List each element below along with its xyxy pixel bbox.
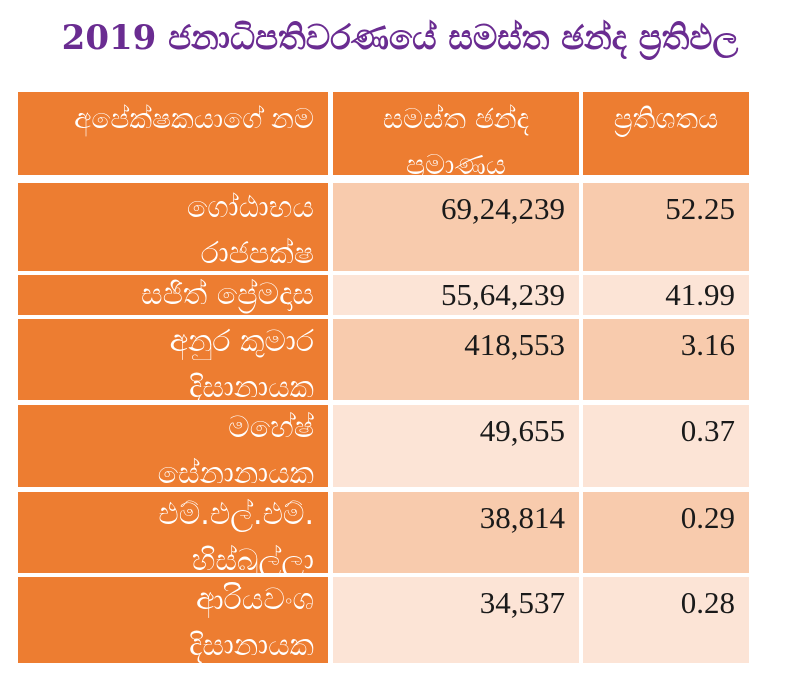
percent-value: 41.99 (665, 277, 735, 312)
votes-value: 34,537 (479, 585, 565, 620)
votes-value: 38,814 (479, 500, 565, 535)
header-percentage: ප්‍රතිශතය (583, 92, 749, 175)
votes-value: 49,655 (479, 413, 565, 448)
percent-value: 3.16 (680, 327, 735, 362)
percent-cell: 41.99 (583, 275, 749, 315)
candidate-name: අනුර කුමාර දිසානායක (169, 324, 314, 400)
header-total-votes: සමස්ත ඡන්ද ප්‍රමාණය (333, 92, 579, 175)
percent-cell: 52.25 (583, 183, 749, 271)
percent-cell: 0.28 (583, 577, 749, 663)
candidate-name: ආරියවංශ දිසානායක (189, 582, 314, 663)
header-percentage-text: ප්‍රතිශතය (613, 102, 719, 135)
percent-value: 0.28 (680, 585, 735, 620)
percent-value: 0.37 (680, 413, 735, 448)
percent-cell: 3.16 (583, 319, 749, 400)
candidate-name-cell: සජිත් ප්‍රේමදාස (18, 275, 328, 315)
header-candidate-name-text: අපේක්ෂකයාගේ නම (74, 102, 314, 135)
percent-value: 52.25 (665, 191, 735, 226)
votes-cell: 34,537 (333, 577, 579, 663)
votes-cell: 69,24,239 (333, 183, 579, 271)
votes-cell: 418,553 (333, 319, 579, 400)
votes-cell: 38,814 (333, 492, 579, 573)
candidate-name-cell: අනුර කුමාර දිසානායක (18, 319, 328, 400)
candidate-name-cell: එම්.එල්.එම්. හිස්බුල්ලා (18, 492, 328, 573)
header-candidate-name: අපේක්ෂකයාගේ නම (18, 92, 328, 175)
page-title: 2019 ජනාධිපතිවරණයේ සමස්ත ඡන්ද ප්‍රතිඵල (61, 18, 739, 58)
votes-value: 418,553 (464, 327, 565, 362)
percent-cell: 0.29 (583, 492, 749, 573)
header-total-votes-text: සමස්ත ඡන්ද ප්‍රමාණය (382, 102, 530, 175)
candidate-name: සජිත් ප්‍රේමදාස (141, 277, 314, 312)
votes-cell: 49,655 (333, 405, 579, 487)
percent-value: 0.29 (680, 500, 735, 535)
percent-cell: 0.37 (583, 405, 749, 487)
votes-value: 55,64,239 (441, 277, 565, 312)
candidate-name-cell: මහේෂ් සේනානායක (18, 405, 328, 487)
votes-cell: 55,64,239 (333, 275, 579, 315)
candidate-name: එම්.එල්.එම්. හිස්බුල්ලා (158, 497, 314, 573)
candidate-name-cell: ගෝඨාභය රාජපක්ෂ (18, 183, 328, 271)
candidate-name-cell: ආරියවංශ දිසානායක (18, 577, 328, 663)
candidate-name: ගෝඨාභය රාජපක්ෂ (186, 190, 314, 271)
candidate-name: මහේෂ් සේනානායක (157, 410, 314, 487)
votes-value: 69,24,239 (441, 191, 565, 226)
